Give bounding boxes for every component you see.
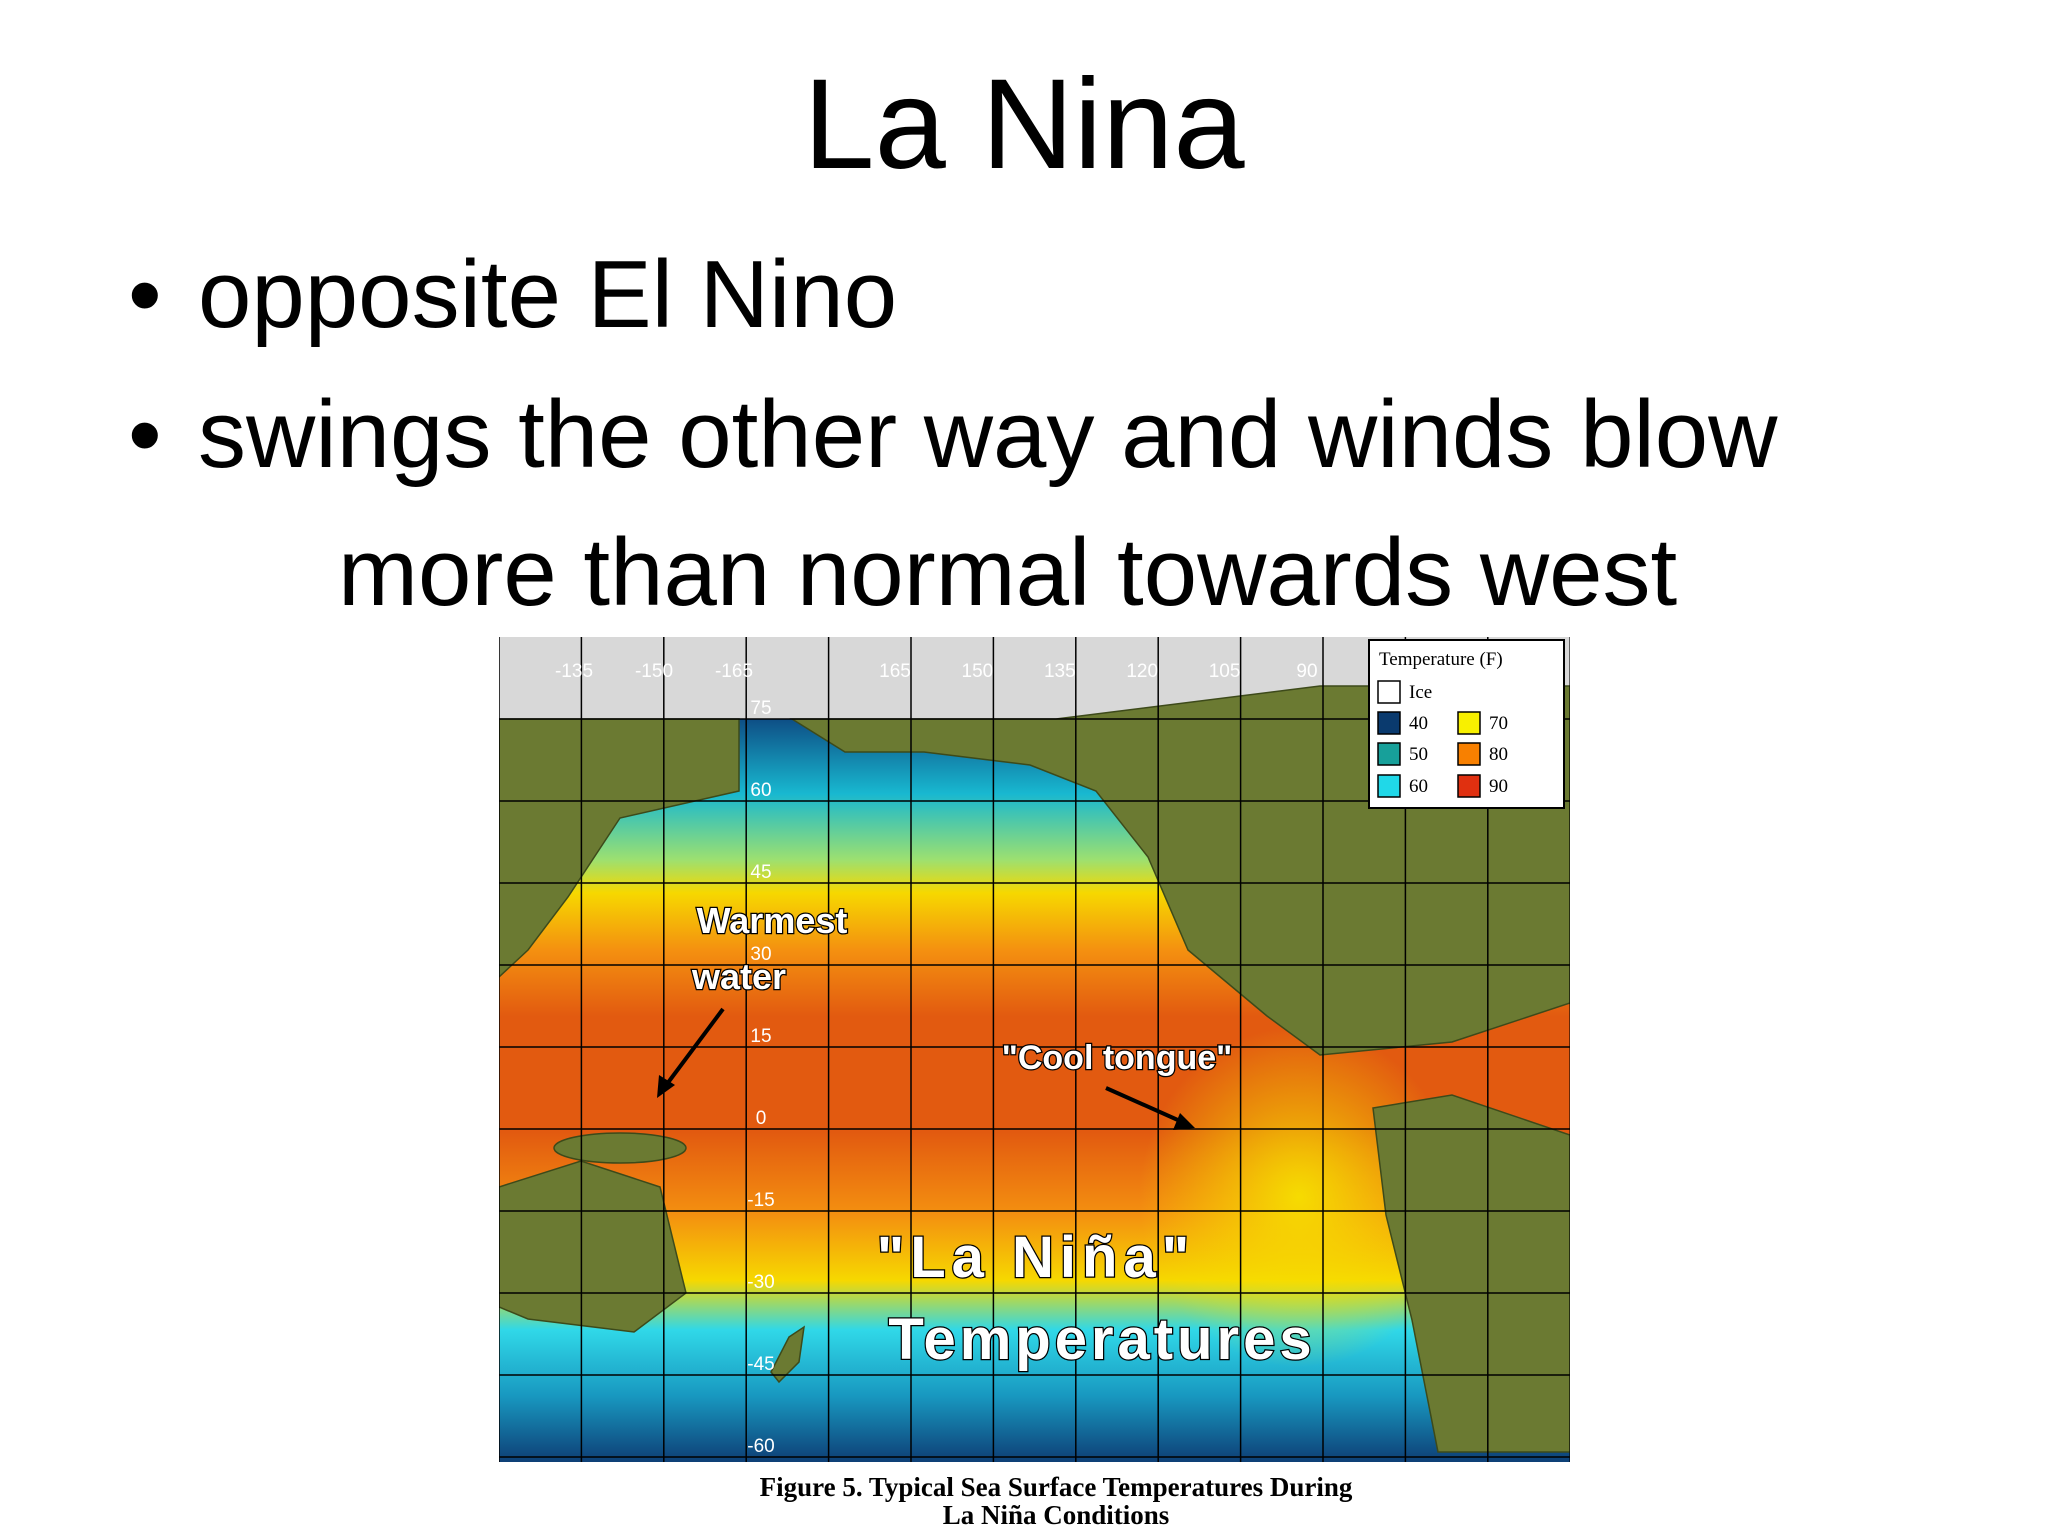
latitude-label: -60 — [747, 1436, 774, 1457]
arrow — [659, 1007, 725, 1094]
legend-swatch — [1457, 711, 1481, 735]
longitude-label: 165 — [879, 661, 911, 682]
bullet-dot: • — [128, 241, 162, 348]
legend-swatch — [1457, 774, 1481, 798]
grid — [499, 637, 1570, 1462]
latitude-label: -30 — [747, 1272, 774, 1293]
legend-label: Ice — [1409, 682, 1432, 703]
longitude-label: -150 — [635, 661, 673, 682]
bullet-dot: • — [128, 381, 162, 488]
latitude-label: -15 — [747, 1190, 774, 1211]
latitude-label: 0 — [756, 1108, 767, 1129]
latitude-label: 75 — [750, 698, 771, 719]
caption: Figure 5. Typical Sea Surface Temperatur… — [759, 1472, 1353, 1502]
legend-label: 70 — [1489, 713, 1508, 734]
latitude-label: -45 — [747, 1354, 774, 1375]
longitude-label: 105 — [1209, 661, 1241, 682]
longitude-label: 135 — [1044, 661, 1076, 682]
latitude-labels: 75 60 45 30 15 0 -15 -30 -45 -60 — [747, 698, 774, 1457]
annotation: "Cool tongue" — [1002, 1039, 1233, 1077]
legend-swatch — [1457, 742, 1481, 766]
longitude-labels: -135 -150 -165 165 150 135 120 105 90 — [555, 661, 1318, 682]
legend-label: 90 — [1489, 776, 1508, 797]
bullet-text: opposite El Nino — [198, 241, 898, 348]
legend-title: Temperature (F) — [1379, 649, 1503, 670]
legend-label: 40 — [1409, 713, 1428, 734]
arrowhead — [657, 1075, 675, 1098]
legend-swatch — [1377, 711, 1401, 735]
annotation: Temperatures — [888, 1307, 1315, 1372]
longitude-label: 90 — [1296, 661, 1317, 682]
caption: La Niña Conditions — [942, 1500, 1170, 1530]
legend-swatch — [1377, 680, 1401, 704]
legend: Temperature (F) Ice 40 50 60 70 80 90 — [1368, 639, 1565, 809]
legend-label: 60 — [1409, 776, 1428, 797]
sst-map: -135 -150 -165 165 150 135 120 105 90 7560453015… — [499, 637, 1570, 1462]
annotation: water — [691, 956, 786, 997]
latitude-label: 45 — [750, 862, 771, 883]
bullet-text: swings the other way and winds blow — [198, 381, 1778, 488]
legend-swatch — [1377, 742, 1401, 766]
arrowhead — [1173, 1113, 1195, 1130]
latitude-label: 60 — [750, 780, 771, 801]
longitude-label: 150 — [962, 661, 994, 682]
arrow — [1105, 1086, 1190, 1127]
annotation: Warmest — [697, 900, 848, 941]
legend-swatch — [1377, 774, 1401, 798]
legend-label: 50 — [1409, 744, 1428, 765]
longitude-label: -165 — [715, 661, 753, 682]
latitude-label: 15 — [750, 1026, 771, 1047]
bullet-text: more than normal towards west — [338, 519, 1678, 626]
slide-title: La Nina — [803, 53, 1245, 196]
longitude-label: 120 — [1126, 661, 1158, 682]
legend-label: 80 — [1489, 744, 1508, 765]
annotation: "La Niña" — [877, 1225, 1195, 1290]
latitude-label: 30 — [750, 944, 771, 965]
longitude-label: -135 — [555, 661, 593, 682]
